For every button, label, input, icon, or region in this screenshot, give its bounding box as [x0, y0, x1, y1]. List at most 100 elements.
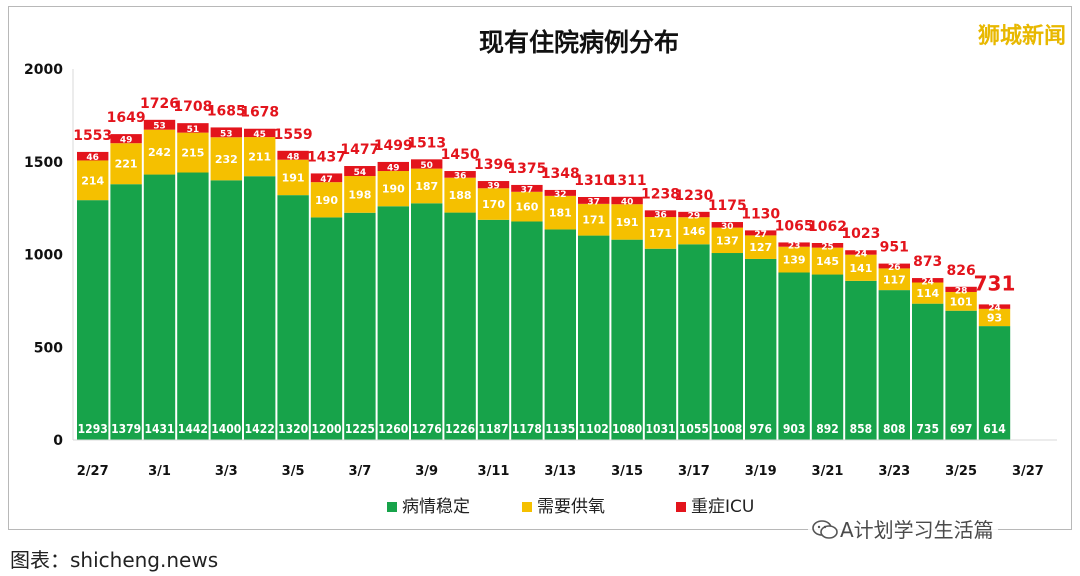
data-label-oxygen: 198: [348, 188, 371, 201]
bar-segment-icu: [578, 196, 610, 204]
data-label-icu: 25: [821, 242, 834, 252]
data-label-stable: 1422: [245, 422, 275, 436]
bar-segment-oxygen: [544, 195, 576, 230]
bar-segment-oxygen: [177, 132, 209, 173]
bar-segment-stable: [344, 212, 376, 440]
bar-segment-stable: [945, 310, 977, 440]
wechat-account: A计划学习生活篇: [840, 518, 994, 542]
bar-segment-oxygen: [110, 143, 142, 185]
bar-segment-oxygen: [845, 254, 877, 281]
data-label-icu: 46: [86, 153, 99, 163]
data-label-total: 1553: [73, 128, 112, 144]
data-label-icu: 26: [888, 263, 901, 273]
bar-segment-stable: [310, 217, 343, 440]
data-label-oxygen: 127: [749, 241, 772, 254]
bar-segment-oxygen: [411, 168, 443, 204]
data-label-stable: 903: [783, 422, 806, 436]
data-label-stable: 858: [850, 422, 873, 436]
x-axis: 2/27 3/1 3/3 3/5 3/7 3/9 3/11 3/13 3/15 3/17 3/19 3…: [73, 439, 1057, 479]
data-label-stable: 1276: [412, 422, 442, 436]
bar-segment-oxygen: [811, 247, 844, 275]
data-label-total: 731: [974, 271, 1016, 295]
bar-segment-stable: [377, 206, 409, 440]
x-tick-label: 3/17: [678, 464, 710, 479]
data-label-stable: 808: [883, 422, 906, 436]
x-tick-label: 3/21: [812, 464, 844, 479]
bar-segment-stable: [845, 280, 877, 440]
x-tick-label: 2/27: [77, 464, 109, 479]
bar-segment-oxygen: [912, 282, 944, 304]
bar-segment-icu: [377, 161, 409, 172]
chart-svg: 现有住院病例分布 1293 214 46 1553 1379 221 49 1649 1431 2…: [24, 28, 1057, 517]
data-label-stable: 1431: [144, 422, 174, 436]
data-label-total: 1023: [841, 226, 880, 242]
source-credit: 图表：shicheng.news: [10, 548, 219, 572]
data-label-total: 1708: [173, 99, 212, 115]
bar-segment-icu: [678, 211, 710, 218]
bar-segment-oxygen: [377, 171, 409, 207]
bar-segment-icu: [77, 151, 109, 161]
data-label-total: 1238: [641, 186, 680, 202]
bar-segment-stable: [77, 200, 109, 440]
chart-frame: 现有住院病例分布 1293 214 46 1553 1379 221 49 1649 1431 2…: [8, 6, 1072, 530]
bar-segment-icu: [978, 304, 1011, 309]
y-tick-label: 2000: [24, 62, 63, 78]
data-label-icu: 36: [454, 171, 467, 181]
data-label-stable: 1102: [579, 422, 609, 436]
wechat-icon: [812, 520, 838, 539]
bar-segment-oxygen: [878, 268, 910, 291]
data-label-stable: 614: [983, 422, 1006, 436]
x-tick-label: 3/11: [478, 464, 510, 479]
data-label-icu: 45: [253, 130, 266, 140]
bar-segment-oxygen: [143, 129, 176, 175]
data-label-icu: 24: [988, 304, 1001, 314]
bar-segment-oxygen: [277, 159, 309, 196]
bar-segment-stable: [210, 180, 242, 441]
x-tick-label: 3/23: [878, 464, 910, 479]
bar-segment-icu: [244, 128, 276, 138]
bar-segment-oxygen: [644, 217, 677, 249]
bar-segment-icu: [143, 119, 176, 130]
data-label-oxygen: 214: [81, 174, 104, 187]
bar-segment-icu: [811, 242, 844, 248]
bar-segment-oxygen: [578, 203, 610, 236]
data-label-icu: 29: [688, 212, 701, 222]
bar-segment-stable: [277, 195, 309, 440]
bar-segment-icu: [210, 127, 242, 138]
bar-segment-icu: [745, 230, 777, 236]
data-label-oxygen: 242: [148, 146, 171, 159]
data-label-total: 873: [913, 254, 942, 270]
data-label-total: 1375: [507, 161, 546, 177]
bar-segment-stable: [611, 239, 643, 440]
legend-swatch-oxygen: [522, 502, 532, 512]
data-label-stable: 1187: [478, 422, 508, 436]
y-tick-label: 1000: [24, 248, 63, 264]
bar-segment-icu: [511, 184, 543, 192]
bar-segment-icu: [644, 210, 677, 218]
data-label-stable: 892: [816, 422, 839, 436]
data-label-oxygen: 117: [883, 273, 906, 286]
bar-segment-icu: [544, 189, 576, 196]
bar-segment-stable: [978, 326, 1011, 440]
bar-segment-icu: [177, 123, 209, 133]
data-label-oxygen: 137: [716, 234, 739, 247]
data-label-total: 1559: [274, 127, 313, 143]
data-label-icu: 49: [120, 136, 133, 146]
data-label-stable: 697: [950, 422, 973, 436]
bar-segment-icu: [912, 278, 944, 283]
data-label-oxygen: 139: [783, 254, 806, 267]
data-label-stable: 1178: [512, 422, 542, 436]
data-label-stable: 1031: [645, 422, 675, 436]
data-label-icu: 40: [621, 198, 634, 208]
data-label-oxygen: 171: [649, 227, 672, 240]
x-tick-label: 3/1: [148, 464, 171, 479]
bar-segment-icu: [344, 166, 376, 177]
bar-segment-oxygen: [310, 182, 343, 218]
bar-segment-oxygen: [511, 191, 543, 222]
data-label-total: 1396: [474, 157, 513, 173]
data-label-total: 1499: [374, 138, 413, 154]
brand-watermark: 狮城新闻: [977, 24, 1066, 49]
data-label-icu: 50: [420, 161, 433, 171]
data-label-oxygen: 146: [682, 225, 705, 238]
y-axis: 0 500 1000 1500 2000: [24, 62, 74, 449]
